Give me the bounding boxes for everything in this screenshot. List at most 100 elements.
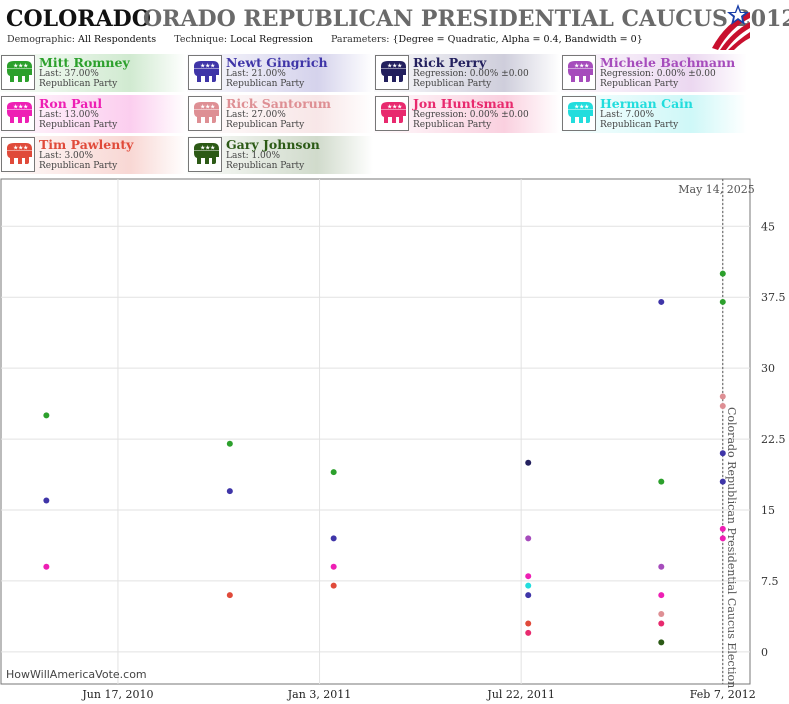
data-point	[525, 629, 532, 636]
svg-text:★: ★	[13, 104, 18, 111]
y-tick-label: 15	[761, 504, 775, 517]
svg-text:★: ★	[205, 145, 210, 152]
data-point	[658, 478, 665, 485]
svg-text:★: ★	[210, 63, 215, 70]
y-tick-label: 45	[761, 220, 775, 233]
data-point	[330, 582, 337, 589]
svg-text:★: ★	[579, 63, 584, 70]
legend-candidate-name: Mitt Romney	[39, 55, 130, 70]
plot-frame	[0, 178, 751, 685]
svg-text:★: ★	[387, 63, 392, 70]
svg-text:★: ★	[205, 63, 210, 70]
chart-title-election: ORADO REPUBLICAN PRESIDENTIAL CAUCUS 201…	[143, 6, 789, 32]
legend-entry: ★ ★ ★ Mitt Romney Last: 37.00% Republican …	[0, 54, 186, 92]
svg-text:★: ★	[23, 104, 28, 111]
svg-text:★: ★	[18, 145, 23, 152]
data-point	[719, 535, 726, 542]
y-tick-label: 0	[761, 646, 768, 659]
chart-title-state: COLORADO	[6, 6, 151, 32]
demographic-value: All Respondents	[78, 34, 157, 45]
data-point	[658, 298, 665, 305]
legend-entry: ★ ★ ★ Gary Johnson Last: 1.00% Republican …	[187, 136, 373, 174]
parameters-line: Demographic: All Respondents Technique: …	[7, 34, 643, 45]
legend-candidate-detail: Regression: 0.00% ±0.00 Republican Party	[413, 69, 529, 89]
elephant-party-icon: ★ ★ ★	[1, 55, 35, 90]
poll-scatter-chart: 0 7.5 15 22.5 30 37.5 45 Jun 17, 2010 Jan 3, 201…	[0, 178, 786, 701]
legend-candidate-detail: Regression: 0.00% ±0.00 Republican Party	[413, 110, 529, 130]
parameters-label: Parameters:	[330, 34, 390, 45]
legend-party: Republican Party	[413, 120, 492, 130]
legend-entry: ★ ★ ★ Rick Santorum Last: 27.00% Republica…	[187, 95, 373, 133]
data-point	[226, 440, 233, 447]
svg-text:★: ★	[18, 104, 23, 111]
legend-party: Republican Party	[226, 79, 305, 89]
data-point	[525, 573, 532, 580]
legend-last-value: Last: 27.00%	[226, 110, 286, 120]
legend-last-value: Last: 1.00%	[226, 151, 281, 161]
y-tick-label: 37.5	[761, 291, 786, 304]
legend-candidate-name: Rick Santorum	[226, 96, 331, 111]
legend-last-value: Last: 7.00%	[600, 110, 655, 120]
legend-candidate-name: Jon Huntsman	[413, 96, 514, 111]
data-point	[330, 469, 337, 476]
svg-text:★: ★	[23, 63, 28, 70]
legend-party: Republican Party	[413, 79, 492, 89]
legend-entry: ★ ★ ★ Newt Gingrich Last: 21.00% Republica…	[187, 54, 373, 92]
data-point	[330, 563, 337, 570]
chart-header: COLORADO ORADO REPUBLICAN PRESIDENTIAL C…	[0, 0, 789, 52]
svg-text:★: ★	[397, 104, 402, 111]
site-watermark: HowWillAmericaVote.com	[6, 668, 147, 681]
svg-text:★: ★	[397, 63, 402, 70]
data-point	[719, 450, 726, 457]
data-point	[658, 620, 665, 627]
candidate-legend: ★ ★ ★ Mitt Romney Last: 37.00% Republican …	[0, 54, 789, 176]
legend-last-value: Regression: 0.00% ±0.00	[413, 110, 529, 120]
y-tick-label: 22.5	[761, 433, 786, 446]
data-point	[525, 582, 532, 589]
data-point	[658, 563, 665, 570]
legend-last-value: Regression: 0.00% ±0.00	[600, 69, 716, 79]
svg-text:★: ★	[205, 104, 210, 111]
legend-last-value: Regression: 0.00% ±0.00	[413, 69, 529, 79]
data-point	[226, 488, 233, 495]
legend-party: Republican Party	[600, 79, 679, 89]
svg-text:★: ★	[579, 104, 584, 111]
legend-candidate-name: Michele Bachmann	[600, 55, 736, 70]
legend-entry: ★ ★ ★ Michele Bachmann Regression: 0.00% …	[561, 54, 747, 92]
legend-candidate-detail: Last: 27.00% Republican Party	[226, 110, 304, 130]
data-point	[43, 563, 50, 570]
legend-party: Republican Party	[39, 161, 118, 171]
parameters-value: {Degree = Quadratic, Alpha = 0.4, Bandwi…	[392, 34, 643, 45]
x-tick-label: Jun 17, 2010	[81, 688, 153, 701]
legend-candidate-name: Ron Paul	[39, 96, 103, 111]
svg-text:★: ★	[392, 63, 397, 70]
legend-entry: ★ ★ ★ Herman Cain Last: 7.00% Republican P…	[561, 95, 747, 133]
legend-candidate-name: Tim Pawlenty	[39, 137, 134, 152]
elephant-party-icon: ★ ★ ★	[1, 137, 35, 172]
legend-last-value: Last: 13.00%	[39, 110, 99, 120]
legend-party: Republican Party	[226, 161, 305, 171]
legend-candidate-name: Newt Gingrich	[226, 55, 328, 70]
legend-entry: ★ ★ ★ Rick Perry Regression: 0.00% ±0.00 R…	[374, 54, 560, 92]
elephant-party-icon: ★ ★ ★	[188, 137, 222, 172]
svg-text:★: ★	[392, 104, 397, 111]
elephant-party-icon: ★ ★ ★	[1, 96, 35, 131]
legend-party: Republican Party	[600, 120, 679, 130]
data-point	[43, 497, 50, 504]
technique-label: Technique:	[174, 34, 228, 45]
data-point	[719, 270, 726, 277]
legend-entry: ★ ★ ★ Tim Pawlenty Last: 3.00% Republican …	[0, 136, 186, 174]
legend-candidate-detail: Last: 3.00% Republican Party	[39, 151, 117, 171]
elephant-party-icon: ★ ★ ★	[375, 96, 409, 131]
data-point	[719, 402, 726, 409]
svg-text:★: ★	[210, 104, 215, 111]
data-point	[658, 592, 665, 599]
data-point	[719, 393, 726, 400]
legend-entry: ★ ★ ★ Jon Huntsman Regression: 0.00% ±0.0…	[374, 95, 560, 133]
current-date-label: May 14, 2025	[678, 183, 755, 196]
flag-logo-icon	[712, 4, 750, 50]
legend-last-value: Last: 3.00%	[39, 151, 94, 161]
legend-candidate-detail: Last: 37.00% Republican Party	[39, 69, 117, 89]
data-point	[719, 478, 726, 485]
data-point	[525, 592, 532, 599]
